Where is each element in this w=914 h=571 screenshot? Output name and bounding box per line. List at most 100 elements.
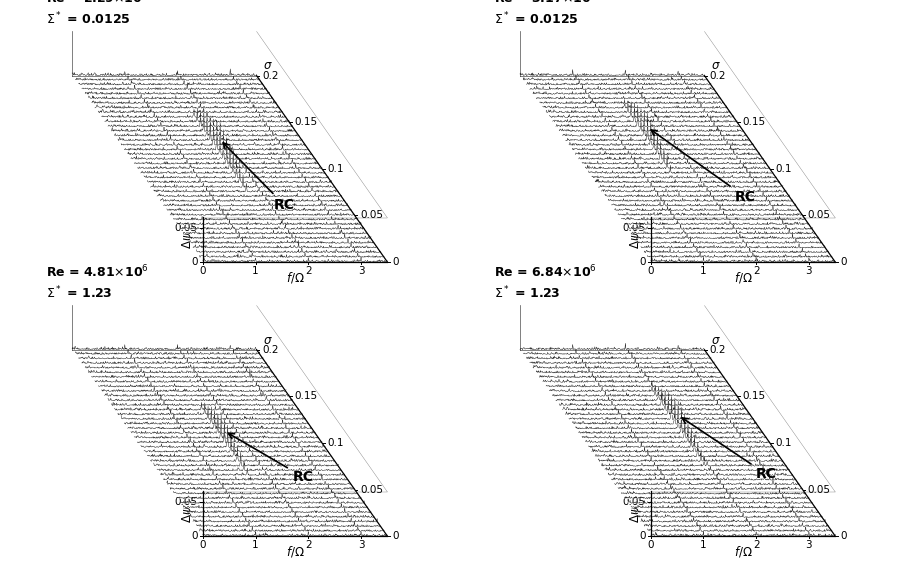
Text: 2: 2 [753,540,760,550]
Polygon shape [124,407,309,424]
Text: 0.05: 0.05 [808,211,831,220]
Text: 0.05: 0.05 [808,485,831,494]
Polygon shape [601,457,786,467]
Polygon shape [190,236,375,243]
Polygon shape [141,425,325,448]
Polygon shape [647,525,832,532]
Polygon shape [569,120,753,146]
Polygon shape [520,343,705,350]
Polygon shape [572,398,757,424]
Polygon shape [530,357,715,364]
Text: 1: 1 [700,266,707,276]
Text: 0: 0 [639,257,645,267]
Polygon shape [167,205,352,211]
Polygon shape [533,89,717,94]
Text: 0: 0 [639,531,645,541]
Polygon shape [647,251,832,258]
Polygon shape [105,109,290,122]
Polygon shape [186,233,371,239]
Polygon shape [95,377,280,383]
Polygon shape [174,489,358,494]
Polygon shape [556,105,740,127]
Text: 0: 0 [393,531,399,541]
Polygon shape [180,223,365,230]
Polygon shape [546,101,730,113]
Polygon shape [622,488,806,494]
Text: 0.2: 0.2 [710,71,727,81]
Polygon shape [569,395,753,420]
Polygon shape [154,452,338,467]
Polygon shape [618,484,802,489]
Text: Re = 2.29$\times$10$^6$: Re = 2.29$\times$10$^6$ [46,0,148,6]
Text: $\Sigma^*$ = 1.23: $\Sigma^*$ = 1.23 [494,285,560,301]
Polygon shape [157,191,342,197]
Polygon shape [147,437,332,457]
Polygon shape [144,431,328,452]
Text: 0.05: 0.05 [360,485,383,494]
Text: $\sigma$: $\sigma$ [711,333,720,347]
Text: $\Sigma^*$ = 0.0125: $\Sigma^*$ = 0.0125 [46,11,131,27]
Polygon shape [170,210,355,215]
Polygon shape [615,205,799,211]
Polygon shape [108,110,292,127]
Text: 0: 0 [199,540,206,550]
Polygon shape [160,468,345,476]
Polygon shape [559,389,744,405]
Polygon shape [134,415,319,439]
Polygon shape [89,365,273,373]
Polygon shape [91,99,276,103]
Text: 0.05: 0.05 [360,211,383,220]
Polygon shape [562,391,747,411]
Polygon shape [112,111,296,131]
Text: 1: 1 [252,540,259,550]
Polygon shape [91,369,276,377]
Polygon shape [644,521,829,527]
Polygon shape [543,99,728,108]
Polygon shape [197,246,381,253]
Text: 0.05: 0.05 [175,497,197,507]
Text: 0.05: 0.05 [622,223,645,233]
Text: 0.2: 0.2 [262,71,279,81]
Polygon shape [160,195,345,202]
Text: 0.2: 0.2 [710,345,727,355]
Polygon shape [131,413,315,433]
Polygon shape [631,228,815,234]
Text: 0: 0 [841,531,847,541]
Text: 0.1: 0.1 [775,164,792,174]
Polygon shape [543,376,728,383]
Text: Re = 6.84$\times$10$^6$: Re = 6.84$\times$10$^6$ [494,264,597,280]
Text: 0: 0 [647,540,654,550]
Polygon shape [174,215,358,220]
Polygon shape [576,133,760,155]
Text: 0: 0 [191,531,197,541]
Polygon shape [122,119,305,146]
Polygon shape [79,80,263,85]
Polygon shape [526,353,711,359]
Polygon shape [101,109,286,118]
Text: $f/\Omega$: $f/\Omega$ [734,270,752,285]
Polygon shape [128,123,313,155]
Text: RC: RC [228,433,314,484]
Polygon shape [190,511,375,517]
Polygon shape [533,363,717,368]
Polygon shape [75,74,260,81]
Polygon shape [151,175,335,187]
Polygon shape [628,223,813,230]
Polygon shape [197,520,381,527]
Text: 0.1: 0.1 [327,438,344,448]
Text: 0.05: 0.05 [622,497,645,507]
Text: 0: 0 [393,257,399,267]
Polygon shape [124,120,309,150]
Polygon shape [549,383,734,392]
Polygon shape [589,165,773,174]
Polygon shape [631,502,815,508]
Polygon shape [638,512,823,517]
Text: 1: 1 [700,540,707,550]
Text: $\Sigma^*$ = 0.0125: $\Sigma^*$ = 0.0125 [494,11,579,27]
Polygon shape [615,478,799,485]
Polygon shape [95,102,280,108]
Text: Re = 4.81$\times$10$^6$: Re = 4.81$\times$10$^6$ [46,264,149,280]
Polygon shape [183,228,367,234]
Polygon shape [203,530,388,536]
Text: RC: RC [682,418,777,481]
